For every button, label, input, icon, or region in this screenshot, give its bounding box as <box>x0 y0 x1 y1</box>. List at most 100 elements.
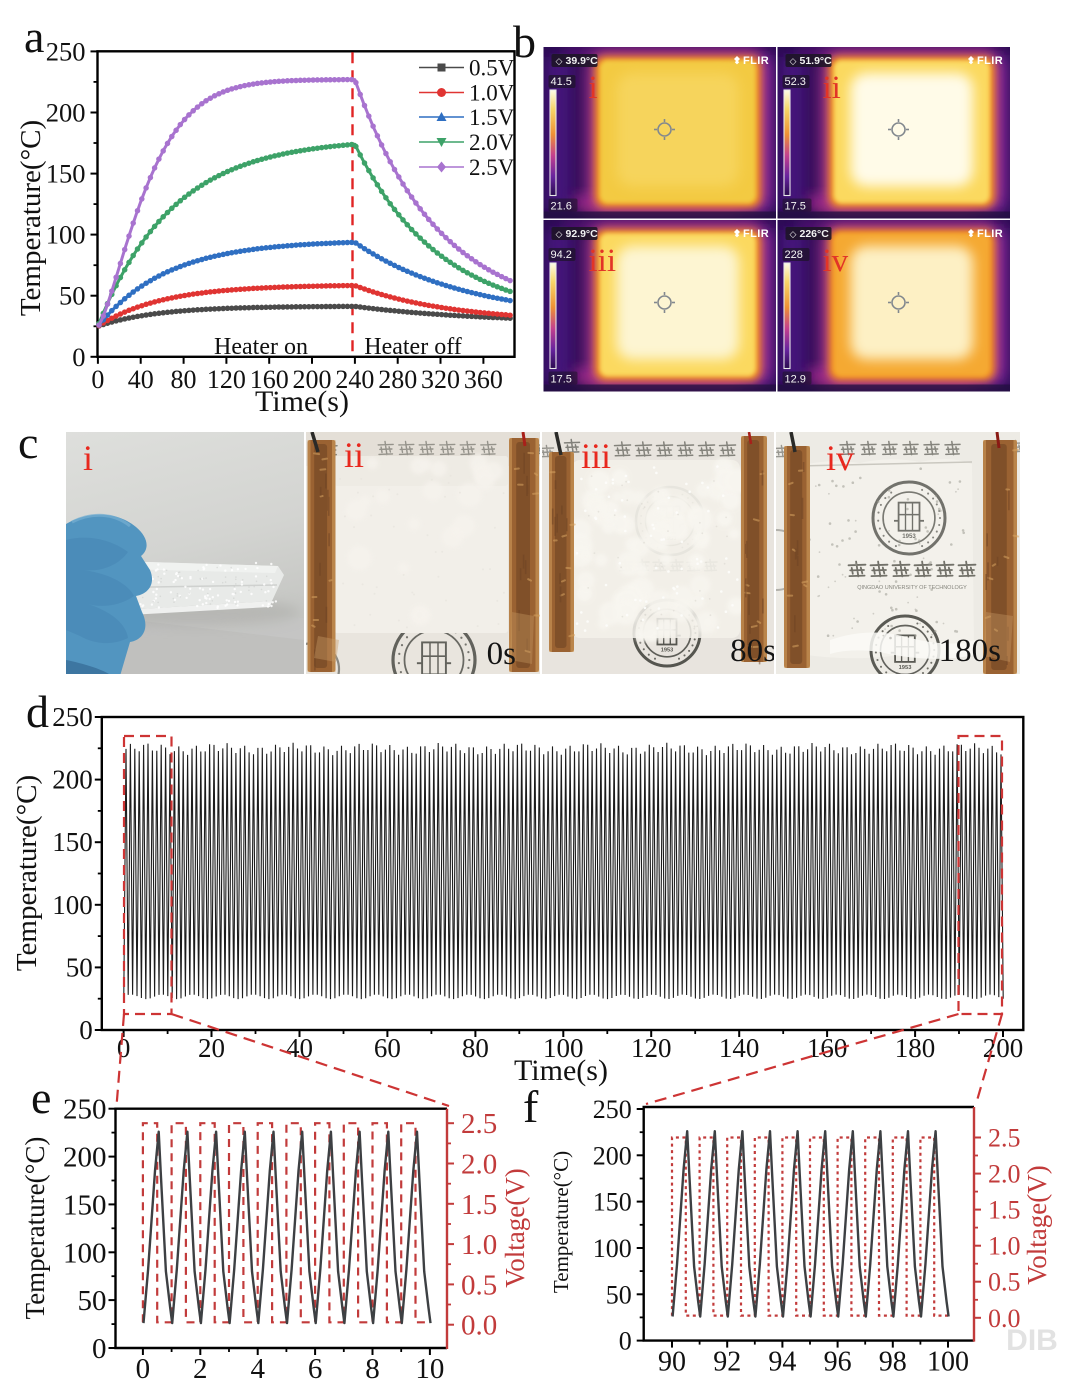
svg-text:4: 4 <box>250 1353 265 1385</box>
svg-text:◇: ◇ <box>790 229 797 239</box>
svg-text:226°C: 226°C <box>800 228 830 240</box>
svg-text:Time(s): Time(s) <box>514 1054 608 1087</box>
svg-text:FLIR: FLIR <box>977 55 1003 67</box>
svg-text:160: 160 <box>250 365 289 394</box>
svg-text:6: 6 <box>308 1353 323 1385</box>
svg-text:0.5: 0.5 <box>461 1269 497 1301</box>
svg-text:0s: 0s <box>487 636 516 672</box>
svg-text:200: 200 <box>293 365 332 394</box>
svg-text:2.0: 2.0 <box>461 1149 497 1181</box>
svg-text:Temperature(°C): Temperature(°C) <box>549 1151 573 1293</box>
svg-text:1953: 1953 <box>661 647 673 653</box>
svg-text:120: 120 <box>631 1033 672 1063</box>
svg-text:96: 96 <box>824 1347 852 1378</box>
svg-text:Voltage(V): Voltage(V) <box>500 1168 530 1287</box>
svg-text:Time(s): Time(s) <box>255 385 349 418</box>
svg-text:240: 240 <box>335 365 374 394</box>
svg-text:1953: 1953 <box>902 533 916 540</box>
svg-text:100: 100 <box>927 1347 969 1378</box>
svg-text:200: 200 <box>593 1141 632 1170</box>
svg-text:17.5: 17.5 <box>551 374 572 386</box>
svg-text:iii: iii <box>581 436 611 476</box>
svg-text:228: 228 <box>785 249 803 261</box>
svg-text:iv: iv <box>823 243 849 279</box>
svg-text:80s: 80s <box>730 633 776 669</box>
svg-text:i: i <box>589 70 598 106</box>
svg-text:1.5V: 1.5V <box>469 105 515 130</box>
svg-text:90: 90 <box>658 1347 686 1378</box>
svg-text:280: 280 <box>378 365 417 394</box>
svg-text:80: 80 <box>171 365 197 394</box>
svg-text:180: 180 <box>895 1033 936 1063</box>
svg-text:1.5: 1.5 <box>461 1189 497 1221</box>
svg-text:51.9°C: 51.9°C <box>800 55 833 67</box>
svg-text:98: 98 <box>879 1347 907 1378</box>
svg-text:iv: iv <box>826 438 854 478</box>
svg-text:Voltage(V): Voltage(V) <box>1022 1165 1052 1284</box>
svg-text:DIB: DIB <box>1006 1324 1058 1357</box>
svg-text:◇: ◇ <box>790 56 797 66</box>
svg-text:250: 250 <box>593 1095 632 1124</box>
svg-text:0: 0 <box>72 342 85 372</box>
svg-text:12.9: 12.9 <box>785 374 806 386</box>
svg-text:140: 140 <box>719 1033 760 1063</box>
svg-text:2.5: 2.5 <box>461 1108 497 1140</box>
svg-text:0.0: 0.0 <box>461 1310 497 1342</box>
svg-text:250: 250 <box>52 702 93 732</box>
svg-text:94: 94 <box>768 1347 796 1378</box>
svg-text:Heater off: Heater off <box>364 334 462 360</box>
svg-text:0: 0 <box>92 1333 107 1365</box>
svg-text:f: f <box>523 1081 539 1132</box>
svg-text:1.5: 1.5 <box>988 1196 1021 1225</box>
svg-text:180s: 180s <box>939 633 1001 669</box>
svg-text:60: 60 <box>374 1033 401 1063</box>
svg-text:200: 200 <box>52 765 93 795</box>
svg-text:FLIR: FLIR <box>977 228 1003 240</box>
svg-text:QINGDAO UNIVERSITY OF TECHN: QINGDAO UNIVERSITY OF TECHNOLOGY <box>857 585 967 591</box>
svg-text:ii: ii <box>344 435 364 475</box>
svg-text:2.0V: 2.0V <box>469 130 515 155</box>
svg-text:0: 0 <box>91 365 104 394</box>
svg-text:21.6: 21.6 <box>551 201 572 213</box>
svg-text:17.5: 17.5 <box>785 201 806 213</box>
svg-text:1.0: 1.0 <box>461 1229 497 1261</box>
svg-text:50: 50 <box>66 952 93 982</box>
svg-text:200: 200 <box>63 1142 107 1174</box>
svg-text:200: 200 <box>46 97 86 127</box>
svg-text:0: 0 <box>136 1353 151 1385</box>
svg-text:0: 0 <box>117 1033 131 1063</box>
svg-text:0.5V: 0.5V <box>469 56 515 81</box>
svg-text:0: 0 <box>619 1327 632 1356</box>
svg-text:e: e <box>31 1072 51 1123</box>
svg-text:◇: ◇ <box>556 56 563 66</box>
svg-text:50: 50 <box>59 281 86 311</box>
svg-text:1.0V: 1.0V <box>469 81 515 106</box>
svg-text:1.0: 1.0 <box>988 1232 1021 1261</box>
svg-text:1953: 1953 <box>426 678 442 685</box>
svg-text:Temperature(°C): Temperature(°C) <box>11 775 43 971</box>
svg-text:0: 0 <box>79 1015 93 1045</box>
svg-text:360: 360 <box>464 365 503 394</box>
svg-text:2: 2 <box>193 1353 208 1385</box>
svg-text:150: 150 <box>46 159 86 189</box>
svg-text:150: 150 <box>593 1188 632 1217</box>
svg-text:a: a <box>24 11 44 62</box>
svg-text:1953: 1953 <box>899 665 912 671</box>
svg-text:Temperature(°C): Temperature(°C) <box>20 1137 50 1320</box>
svg-text:0.0: 0.0 <box>988 1304 1021 1333</box>
svg-text:iii: iii <box>589 243 617 279</box>
svg-text:150: 150 <box>63 1189 107 1221</box>
svg-text:i: i <box>83 438 93 478</box>
svg-text:39.9°C: 39.9°C <box>566 55 599 67</box>
svg-text:d: d <box>26 686 49 737</box>
svg-text:94.2: 94.2 <box>551 249 572 261</box>
svg-text:150: 150 <box>52 827 93 857</box>
svg-text:2.5V: 2.5V <box>469 155 515 180</box>
svg-text:FLIR: FLIR <box>743 55 769 67</box>
svg-text:0.5: 0.5 <box>988 1268 1021 1297</box>
svg-text:40: 40 <box>286 1033 313 1063</box>
svg-text:ii: ii <box>823 70 841 106</box>
svg-text:Temperature(°C): Temperature(°C) <box>15 120 47 316</box>
svg-text:41.5: 41.5 <box>551 76 572 88</box>
svg-text:2.5: 2.5 <box>988 1124 1021 1153</box>
